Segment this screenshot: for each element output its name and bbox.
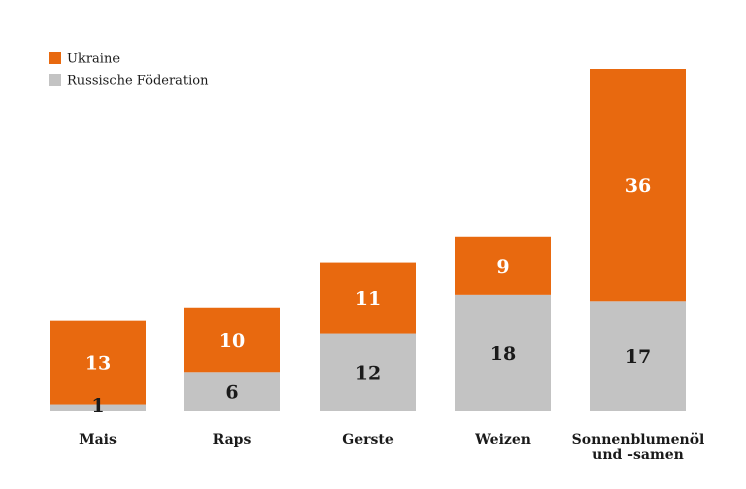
bar-1-4 — [590, 69, 686, 302]
value-label-0-2: 12 — [355, 362, 381, 384]
value-label-0-4: 17 — [625, 346, 651, 368]
bar-0-2 — [320, 333, 416, 411]
category-label-2: Gerste — [342, 432, 394, 448]
value-label-1-1: 10 — [219, 330, 245, 352]
bar-0-3 — [455, 294, 551, 411]
category-label-4-1: und -samen — [592, 447, 684, 463]
legend-label-0: Russische Föderation — [67, 74, 209, 89]
value-label-0-0: 1 — [91, 395, 104, 417]
value-label-0-1: 6 — [225, 382, 238, 404]
category-label-1: Raps — [213, 432, 252, 448]
category-label-3: Weizen — [474, 432, 531, 448]
value-label-1-0: 13 — [85, 353, 111, 375]
category-label-0: Mais — [79, 432, 117, 448]
legend-label-1: Ukraine — [67, 52, 120, 67]
category-label-4-0: Sonnenblumenöl — [572, 432, 705, 448]
legend-swatch-1 — [49, 52, 61, 64]
bar-1-1 — [184, 307, 280, 373]
value-labels: 1 13 6 10 12 11 18 9 17 36 — [85, 175, 651, 417]
value-label-1-2: 11 — [355, 288, 381, 310]
legend: Ukraine Russische Föderation — [49, 52, 209, 89]
bar-1-3 — [455, 236, 551, 295]
value-label-1-3: 9 — [496, 256, 509, 278]
bar-1-2 — [320, 262, 416, 334]
legend-swatch-0 — [49, 74, 61, 86]
bars — [50, 69, 686, 411]
bar-0-0 — [50, 404, 146, 411]
value-label-1-4: 36 — [625, 175, 651, 197]
bar-0-4 — [590, 301, 686, 411]
bar-0-1 — [184, 372, 280, 411]
value-label-0-3: 18 — [490, 343, 516, 365]
bar-1-0 — [50, 320, 146, 405]
